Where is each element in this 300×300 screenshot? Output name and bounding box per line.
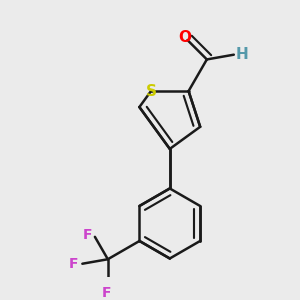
Text: O: O bbox=[178, 29, 191, 44]
Text: F: F bbox=[82, 228, 92, 242]
Text: F: F bbox=[69, 257, 79, 271]
Text: H: H bbox=[236, 47, 249, 62]
Text: F: F bbox=[102, 286, 111, 300]
Text: S: S bbox=[146, 84, 157, 99]
